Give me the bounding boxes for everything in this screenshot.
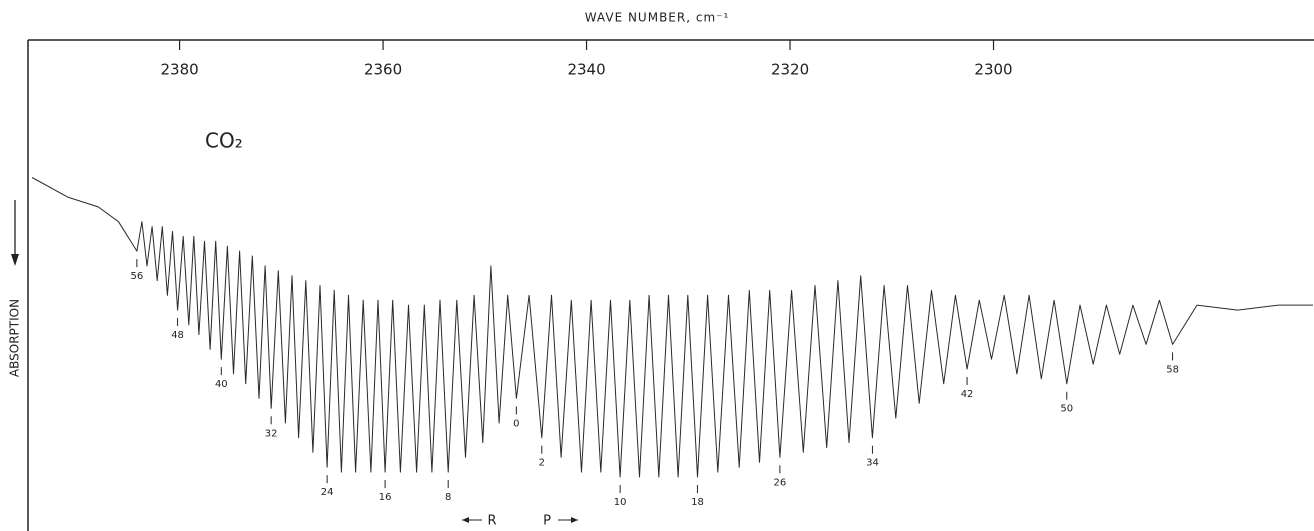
line-label: 40	[215, 379, 228, 390]
r-arrowhead	[462, 517, 469, 523]
line-label: 24	[321, 487, 334, 498]
line-label: 8	[445, 492, 451, 503]
branch-label: P	[543, 514, 551, 529]
x-tick-label: 2380	[160, 61, 198, 79]
line-label: 18	[691, 497, 704, 508]
line-label: 16	[379, 492, 392, 503]
compound-label: CO₂	[205, 129, 243, 153]
chart-title: WAVE NUMBER, cm⁻¹	[585, 11, 730, 25]
line-label: 58	[1166, 364, 1179, 375]
line-label: 2	[539, 458, 545, 469]
line-label: 56	[130, 271, 143, 282]
branch-label: R	[487, 514, 496, 529]
y-axis-label: ABSORPTION	[8, 299, 22, 377]
line-label: 48	[171, 330, 184, 341]
line-label: 50	[1060, 404, 1073, 415]
p-arrowhead	[571, 517, 578, 523]
line-label: 32	[265, 428, 278, 439]
x-tick-label: 2360	[364, 61, 402, 79]
line-label: 0	[513, 418, 519, 429]
line-label: 26	[773, 477, 786, 488]
spectrum-trace	[31, 177, 1313, 478]
absorption-arrowhead	[11, 254, 19, 266]
x-tick-label: 2320	[771, 61, 809, 79]
x-tick-label: 2340	[567, 61, 605, 79]
line-label: 34	[866, 458, 879, 469]
line-label: 42	[961, 389, 974, 400]
line-label: 10	[614, 497, 627, 508]
x-tick-label: 2300	[974, 61, 1012, 79]
